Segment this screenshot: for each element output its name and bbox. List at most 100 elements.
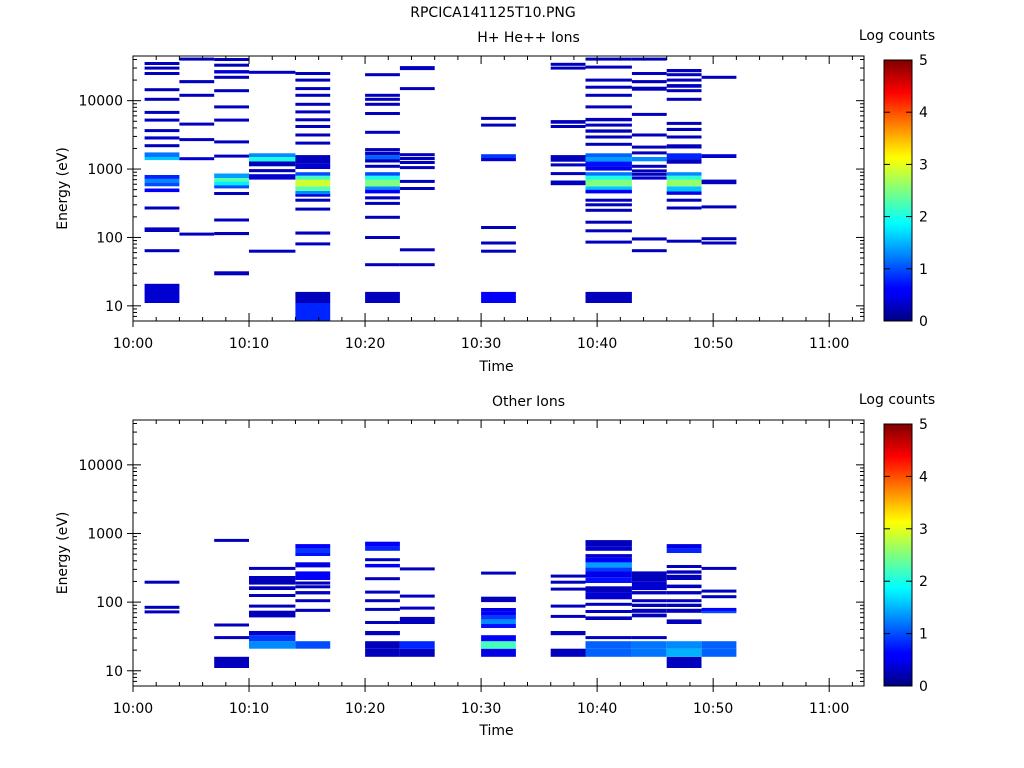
heatmap-cell — [399, 263, 435, 267]
heatmap-cell — [295, 548, 331, 553]
heatmap-cell — [214, 75, 249, 79]
heatmap-cell — [144, 605, 180, 609]
heatmap-cell — [144, 227, 180, 232]
heatmap-cell — [585, 172, 632, 176]
heatmap-cell — [666, 591, 702, 595]
heatmap-cell — [365, 641, 400, 649]
heatmap-cell — [365, 546, 400, 551]
heatmap-cell — [295, 303, 331, 321]
heatmap-cell — [365, 196, 400, 200]
heatmap-cell — [399, 161, 435, 164]
heatmap-cell — [585, 208, 632, 212]
y-tick-label: 100 — [96, 230, 123, 246]
x-tick-label: 10:20 — [345, 701, 385, 717]
heatmap-cell — [365, 577, 400, 581]
heatmap-cell — [585, 616, 632, 620]
x-tick-label: 10:10 — [229, 336, 269, 352]
heatmap-cell — [585, 161, 632, 167]
heatmap-cell — [144, 206, 180, 210]
heatmap-cell — [631, 249, 667, 253]
heatmap-cell — [585, 129, 632, 133]
x-tick-label: 11:00 — [809, 336, 849, 352]
heatmap-cell — [481, 123, 516, 127]
heatmap-cell — [666, 198, 702, 202]
heatmap-cell — [585, 648, 632, 657]
y-axis-label: Energy (eV) — [55, 147, 71, 230]
heatmap-cell — [631, 57, 667, 61]
heatmap-cell — [481, 624, 516, 628]
heatmap-cell — [666, 175, 702, 180]
heatmap-cell — [550, 155, 586, 160]
x-tick-label: 10:10 — [229, 701, 269, 717]
heatmap-cell — [144, 118, 180, 122]
heatmap-cell — [585, 78, 632, 82]
heatmap-cell — [585, 636, 632, 640]
y-tick-label: 10000 — [78, 94, 123, 110]
heatmap-cell — [481, 635, 516, 642]
heatmap-cell — [365, 631, 400, 636]
y-axis-label: Energy (eV) — [55, 512, 71, 595]
heatmap-cell — [214, 105, 249, 109]
heatmap-cell — [666, 89, 702, 93]
heatmap-cell — [144, 157, 180, 161]
heatmap-cell — [214, 192, 249, 195]
heatmap-cell — [365, 172, 400, 176]
y-tick-label: 10 — [105, 299, 123, 315]
heatmap-cell — [295, 544, 331, 549]
heatmap-cell — [701, 75, 737, 79]
heatmap-cell — [550, 604, 586, 608]
heatmap-cell — [550, 648, 586, 657]
heatmap-cell — [295, 207, 331, 211]
x-axis-label: Time — [478, 723, 513, 739]
heatmap-cell — [631, 86, 667, 91]
heatmap-cell — [585, 558, 632, 563]
heatmap-cell — [666, 641, 702, 649]
heatmap-cell — [179, 122, 215, 126]
heatmap-cell — [585, 105, 632, 109]
heatmap-cell — [585, 220, 632, 224]
heatmap-cell — [295, 179, 331, 187]
heatmap-cell — [214, 185, 249, 189]
heatmap-cell — [666, 144, 702, 149]
heatmap-cell — [144, 66, 180, 70]
heatmap-cell — [249, 604, 296, 608]
heatmap-cell — [295, 231, 331, 235]
colorbar-gradient — [884, 424, 912, 686]
heatmap-cell — [666, 121, 702, 125]
heatmap-cell — [666, 544, 702, 549]
heatmap-cell — [585, 93, 632, 97]
heatmap-cell — [666, 73, 702, 77]
x-tick-label: 10:50 — [693, 701, 733, 717]
heatmap-cell — [295, 591, 331, 595]
heatmap-cell — [214, 154, 249, 158]
heatmap-cell — [144, 110, 180, 114]
heatmap-cell — [701, 641, 737, 649]
heatmap-cell — [550, 62, 586, 66]
heatmap-cell — [214, 118, 249, 122]
colorbar-tick-label: 5 — [919, 53, 928, 69]
x-tick-label: 10:00 — [113, 336, 153, 352]
heatmap-cell — [365, 607, 400, 611]
heatmap-cell — [295, 599, 331, 603]
heatmap-cell — [666, 619, 702, 624]
heatmap-cell — [631, 636, 667, 640]
heatmap-cell — [701, 648, 737, 657]
heatmap-cell — [666, 97, 702, 101]
heatmap-cell — [144, 188, 180, 193]
heatmap-cell — [365, 159, 400, 163]
panel-other-ions: 10:00 10:10 10:20 10:30 10:40 10:50 11:0010100… — [55, 392, 935, 739]
heatmap-cell — [365, 151, 400, 156]
heatmap-cell — [144, 72, 180, 75]
heatmap-cell — [179, 93, 215, 97]
heatmap-cell — [481, 615, 516, 620]
heatmap-cell — [631, 591, 667, 595]
heatmap-cell — [399, 179, 435, 183]
colorbar: Log counts 0 1 2 3 4 5 — [859, 392, 935, 695]
heatmap-cell — [550, 158, 586, 162]
heatmap-cell — [295, 553, 331, 556]
heatmap-cell — [585, 135, 632, 139]
heatmap-cell — [214, 173, 249, 178]
panel-title: Other Ions — [492, 394, 565, 410]
heatmap-cell — [585, 562, 632, 568]
heatmap-cell — [365, 541, 400, 547]
